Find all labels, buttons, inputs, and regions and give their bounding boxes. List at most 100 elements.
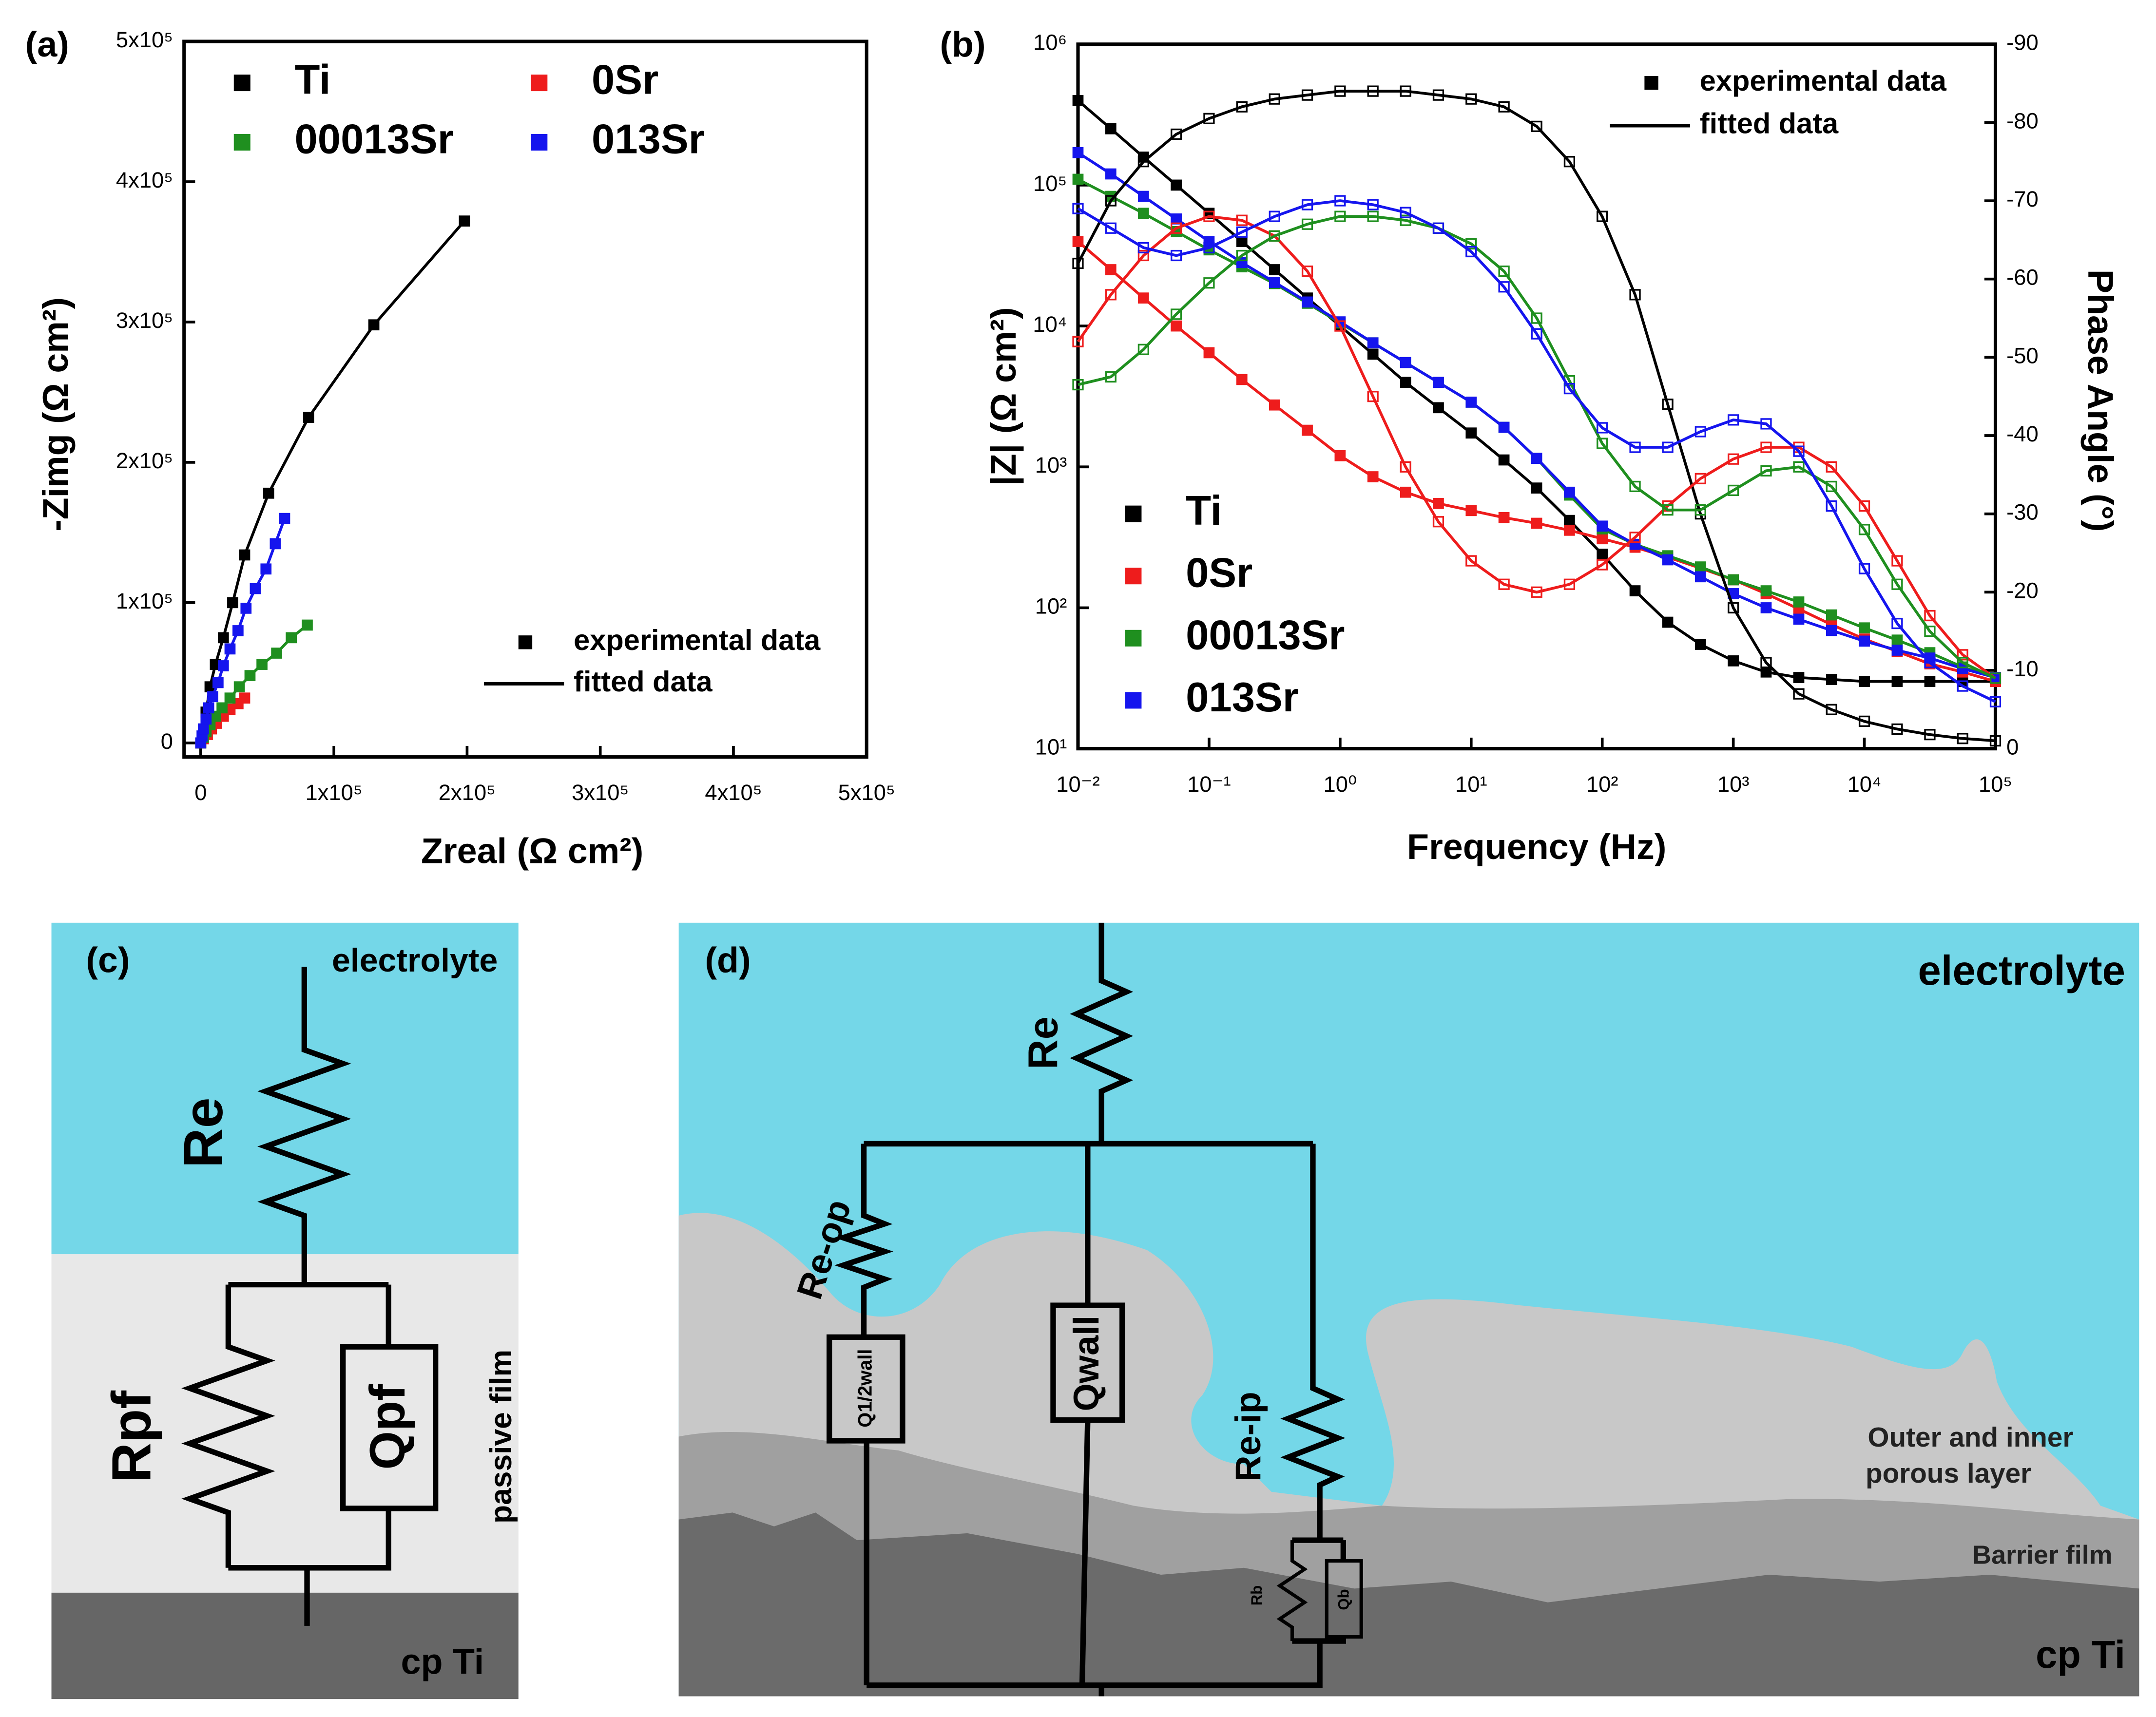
data-point (1171, 320, 1182, 332)
x-tick-label: 2x10⁵ (439, 780, 496, 805)
data-point (1367, 391, 1379, 402)
x-axis-label: Frequency (Hz) (1407, 826, 1666, 867)
data-point (1138, 191, 1149, 202)
data-point (1236, 101, 1248, 113)
data-point (1105, 371, 1116, 383)
data-point (1171, 249, 1182, 262)
y-tick-label: 1x10⁵ (116, 589, 173, 613)
data-point (1597, 559, 1608, 571)
legend-swatch (1125, 505, 1142, 522)
y-tick-label: 4x10⁵ (116, 168, 173, 192)
data-point (1465, 246, 1477, 258)
data-point (1465, 555, 1477, 567)
label: Outer and inner (1867, 1422, 2073, 1453)
data-point (1498, 265, 1510, 277)
wire (1070, 922, 1134, 1144)
x-tick-label: 10⁰ (1324, 772, 1357, 797)
y-tick-label: 2x10⁵ (116, 448, 173, 473)
legend-label: 0Sr (592, 57, 658, 103)
data-point (1564, 486, 1575, 498)
data-point (1203, 347, 1215, 359)
data-point (1957, 733, 1968, 744)
panel-d: (d) electrolyte Re Re-op Q1/2wall Qwall … (678, 922, 2139, 1697)
data-point (216, 702, 228, 714)
data-point (1498, 454, 1510, 466)
data-point (1957, 649, 1968, 661)
data-point (1105, 195, 1116, 207)
data-point (1432, 222, 1444, 234)
y2-tick-label: -40 (2006, 421, 2039, 446)
data-point (1924, 657, 1936, 668)
data-point (368, 319, 380, 331)
data-point (1793, 596, 1805, 608)
data-point (459, 215, 470, 227)
data-point (1465, 505, 1477, 516)
data-point (1760, 666, 1772, 678)
x-tick-label: 10⁴ (1848, 772, 1882, 797)
data-point (1269, 399, 1280, 411)
data-point (1072, 147, 1084, 158)
legend-label: 013Sr (1186, 674, 1299, 721)
data-point (1465, 427, 1477, 439)
data-point (1891, 617, 1903, 630)
data-point (197, 723, 209, 735)
data-point (1236, 374, 1248, 385)
data-point (1072, 95, 1084, 106)
data-point (1105, 123, 1116, 134)
data-point (1498, 101, 1510, 113)
y-tick-label: 3x10⁵ (116, 308, 173, 333)
data-point (1891, 578, 1903, 590)
data-point (1531, 586, 1542, 598)
data-point (1400, 461, 1411, 473)
data-point (1694, 571, 1706, 583)
y-tick-label: 5x10⁵ (116, 27, 173, 52)
y2-tick-label: -90 (2006, 30, 2039, 55)
y2-tick-label: -10 (2006, 656, 2039, 681)
legend-label: 00013Sr (295, 116, 454, 162)
data-point (1793, 672, 1805, 683)
data-point (250, 583, 261, 594)
data-point (1924, 676, 1936, 687)
data-point (1269, 93, 1280, 105)
data-point (1367, 348, 1379, 360)
y-tick-label: 10² (1035, 593, 1067, 618)
label: Rpf (100, 1391, 162, 1483)
legend-swatch (1125, 630, 1142, 647)
wire (1276, 1540, 1308, 1641)
x-tick-label: 1x10⁵ (306, 780, 363, 805)
x-tick-label: 10⁵ (1979, 772, 2012, 797)
data-point (1400, 486, 1411, 498)
data-point (1171, 128, 1182, 140)
legend-label: experimental data (574, 624, 821, 656)
y2-tick-label: -50 (2006, 343, 2039, 368)
data-point (1498, 578, 1510, 590)
series-line (1077, 178, 1996, 679)
x-tick-label: 0 (194, 780, 207, 805)
y-tick-label: 10⁶ (1033, 30, 1067, 55)
data-point (1793, 461, 1805, 473)
data-point (1367, 210, 1379, 222)
data-point (1432, 516, 1444, 528)
data-point (1137, 242, 1150, 254)
panel-label: (a) (25, 24, 69, 64)
y-tick-label: 10¹ (1035, 735, 1067, 760)
y-tick-label: 0 (161, 729, 173, 754)
legend-swatch (531, 134, 548, 151)
legend-label: 013Sr (592, 116, 705, 162)
data-point (1138, 208, 1149, 219)
data-point (1302, 424, 1313, 436)
data-point (1597, 520, 1608, 532)
data-point (1137, 343, 1150, 355)
data-point (1334, 85, 1346, 97)
legend-label: experimental data (1700, 64, 1947, 97)
y2-tick-label: 0 (2006, 735, 2019, 760)
data-point (1203, 236, 1215, 247)
data-point (1203, 277, 1215, 289)
data-point (1858, 524, 1870, 535)
chart: 0 1x10⁵ 2x10⁵ 3x10⁵ 4x10⁵ 5x10⁵ 0 1x10⁵ 2x10⁵ 3x1… (25, 24, 895, 871)
data-point (1563, 156, 1576, 168)
data-point (1694, 473, 1706, 484)
wire (257, 967, 351, 1285)
data-point (1728, 574, 1739, 586)
wire (866, 1641, 1323, 1688)
